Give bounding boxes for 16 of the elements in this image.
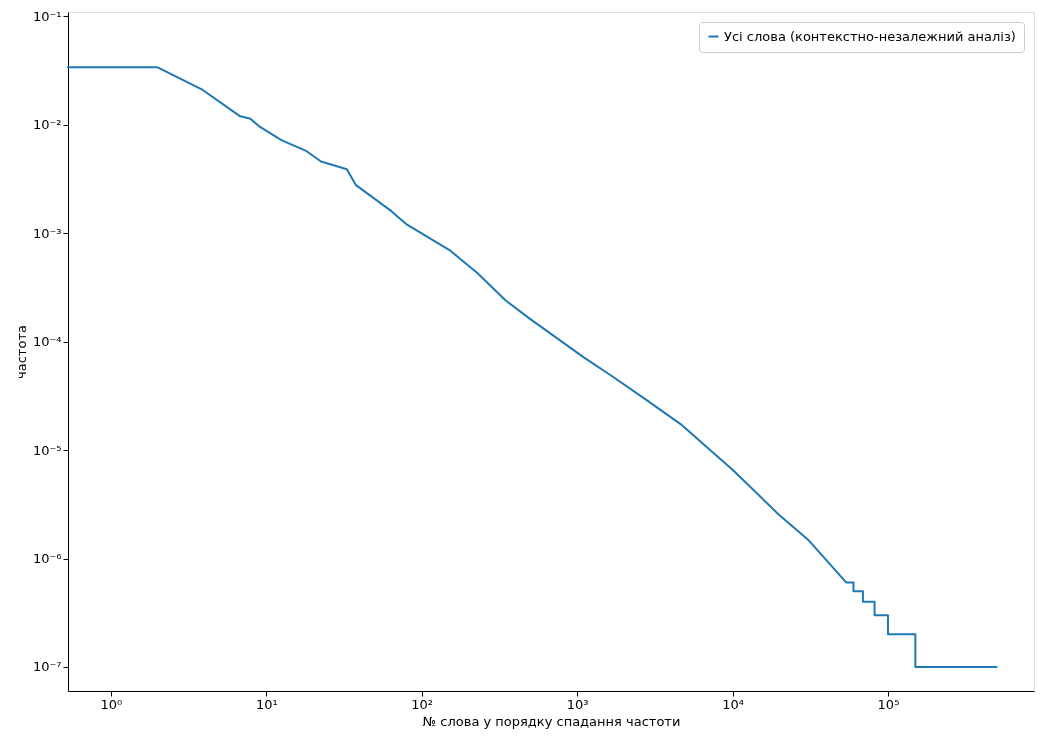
y-tick-label: 10⁻⁵ — [32, 442, 62, 458]
y-tick-label: 10⁻⁷ — [32, 659, 62, 675]
y-tick-label: 10⁻² — [32, 117, 62, 133]
x-axis-title: № слова у порядку спадання частоти — [422, 713, 681, 729]
x-tick-label: 10⁵ — [877, 696, 900, 712]
x-tick-label: 10³ — [566, 696, 589, 712]
y-tick-label: 10⁻³ — [32, 225, 62, 241]
y-tick-label: 10⁻⁴ — [32, 334, 62, 350]
y-tick-label: 10⁻⁶ — [32, 551, 62, 567]
x-tick-label: 10⁰ — [100, 696, 123, 712]
legend-label: Усі слова (контекстно-незалежний аналіз) — [724, 28, 1016, 44]
y-tick-label: 10⁻¹ — [32, 8, 62, 24]
x-tick-label: 10⁴ — [722, 696, 744, 712]
x-tick-label: 10¹ — [255, 696, 278, 712]
y-axis-title: частота — [13, 325, 29, 379]
x-tick-label: 10² — [411, 696, 434, 712]
